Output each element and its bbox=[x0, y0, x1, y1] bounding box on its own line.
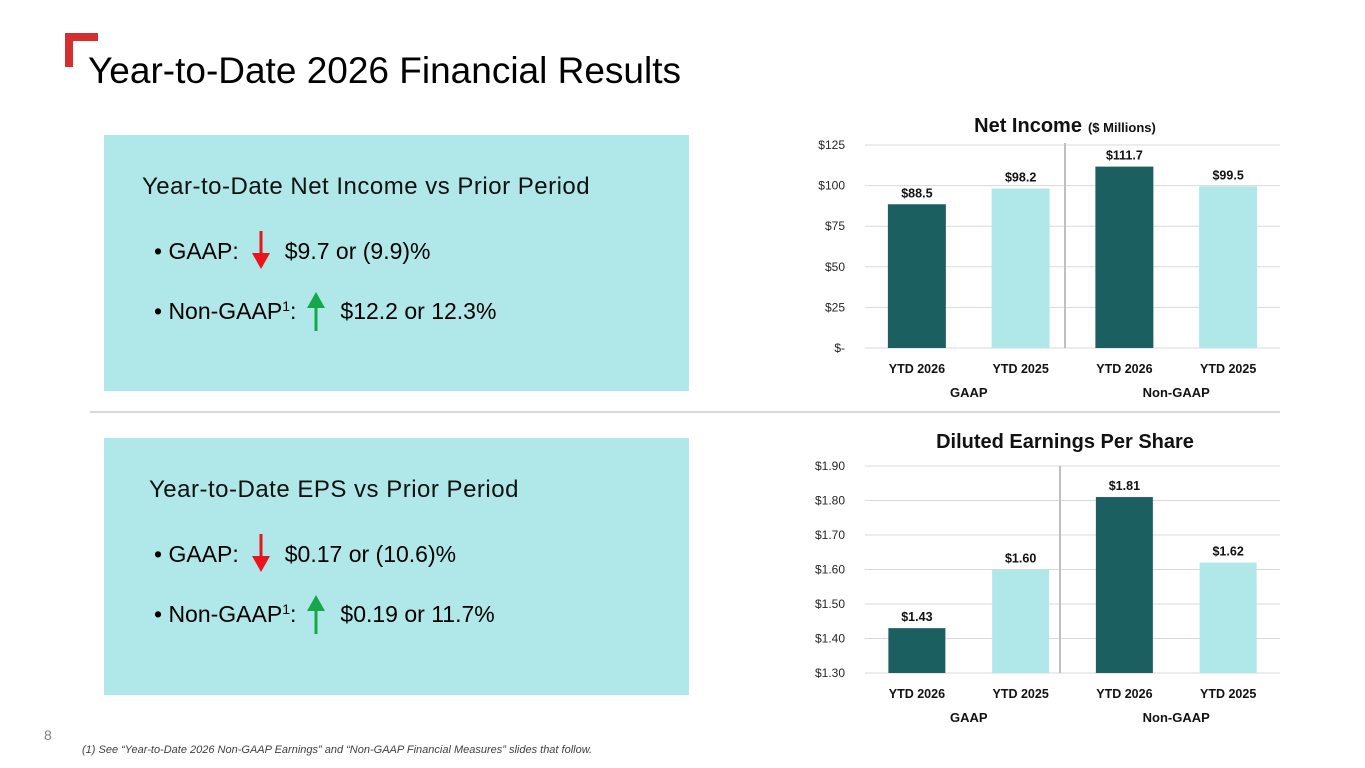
up-arrow-icon bbox=[307, 292, 326, 331]
eps-chart: Diluted Earnings Per Share $1.30 $1.40 $1.5… bbox=[815, 431, 1280, 725]
net-income-chart: Net Income ($ Millions) $- $25 $50 $75 $100 $12… bbox=[818, 115, 1280, 400]
data-label: $88.5 bbox=[901, 186, 932, 200]
data-label: $98.2 bbox=[1005, 171, 1036, 185]
nongaap-change-value: $0.19 or 11.7% bbox=[340, 600, 495, 627]
gaap-change-value: $9.7 or (9.9)% bbox=[284, 237, 431, 264]
gaap-label: • GAAP: bbox=[154, 540, 239, 567]
bar bbox=[887, 204, 946, 348]
x-tick-label: YTD 2026 bbox=[1096, 687, 1152, 701]
x-tick-label: YTD 2025 bbox=[1200, 362, 1256, 376]
bar bbox=[992, 569, 1050, 673]
x-tick-label: YTD 2025 bbox=[992, 362, 1048, 376]
data-label: $1.43 bbox=[901, 610, 932, 624]
y-tick-label: $75 bbox=[825, 219, 845, 233]
data-label: $99.5 bbox=[1212, 168, 1243, 182]
eps-gaap-bullet: • GAAP: $0.17 or (10.6)% bbox=[154, 534, 456, 574]
y-tick-label: $1.50 bbox=[815, 597, 845, 611]
data-label: $1.60 bbox=[1005, 552, 1036, 566]
y-tick-label: $100 bbox=[818, 179, 845, 193]
data-label: $1.81 bbox=[1109, 479, 1140, 493]
group-label: GAAP bbox=[950, 710, 988, 725]
up-arrow-icon bbox=[307, 595, 326, 634]
data-label: $111.7 bbox=[1106, 149, 1143, 163]
y-tick-label: $1.80 bbox=[815, 494, 845, 508]
data-label: $1.62 bbox=[1212, 545, 1243, 559]
nongaap-change-value: $12.2 or 12.3% bbox=[340, 297, 497, 324]
net-income-gaap-bullet: • GAAP: $9.7 or (9.9)% bbox=[154, 231, 431, 271]
group-label: Non-GAAP bbox=[1143, 385, 1210, 400]
y-tick-label: $25 bbox=[825, 300, 845, 314]
y-tick-label: $50 bbox=[825, 260, 845, 274]
net-income-summary-panel: Year-to-Date Net Income vs Prior Period … bbox=[104, 135, 689, 391]
group-label: GAAP bbox=[950, 385, 988, 400]
bar bbox=[1095, 497, 1153, 673]
down-arrow-icon bbox=[251, 231, 270, 269]
eps-summary-panel: Year-to-Date EPS vs Prior Period • GAAP:… bbox=[104, 438, 689, 695]
x-tick-label: YTD 2026 bbox=[889, 362, 945, 376]
x-tick-label: YTD 2026 bbox=[1096, 362, 1152, 376]
x-tick-label: YTD 2025 bbox=[992, 687, 1048, 701]
bar bbox=[1199, 186, 1258, 348]
y-tick-label: $1.90 bbox=[815, 459, 845, 473]
footnote-marker: 1 bbox=[282, 297, 291, 314]
x-tick-label: YTD 2026 bbox=[889, 687, 945, 701]
page-number: 8 bbox=[44, 727, 52, 743]
bar bbox=[1095, 166, 1154, 348]
y-tick-label: $1.30 bbox=[815, 666, 845, 680]
page-title: Year-to-Date 2026 Financial Results bbox=[88, 50, 682, 91]
nongaap-label: • Non-GAAP1: bbox=[154, 600, 297, 627]
footnote: (1) See “Year-to-Date 2026 Non-GAAP Earn… bbox=[82, 744, 593, 756]
bar bbox=[888, 628, 946, 673]
bar bbox=[991, 188, 1050, 348]
chart-title: Net Income ($ Millions) bbox=[974, 115, 1156, 137]
down-arrow-icon bbox=[251, 534, 270, 572]
bar bbox=[1199, 562, 1257, 673]
footnote-marker: 1 bbox=[282, 600, 291, 617]
group-label: Non-GAAP bbox=[1143, 710, 1210, 725]
y-tick-label: $1.70 bbox=[815, 528, 845, 542]
eps-nongaap-bullet: • Non-GAAP1: $0.19 or 11.7% bbox=[154, 594, 495, 634]
gaap-change-value: $0.17 or (10.6)% bbox=[284, 540, 457, 567]
y-tick-label: $1.40 bbox=[815, 632, 845, 646]
x-tick-label: YTD 2025 bbox=[1200, 687, 1256, 701]
corner-accent-icon bbox=[65, 33, 98, 67]
y-tick-label: $125 bbox=[818, 138, 845, 152]
section-divider bbox=[90, 411, 1280, 413]
eps-heading: Year-to-Date EPS vs Prior Period bbox=[149, 476, 519, 503]
y-tick-label: $- bbox=[834, 341, 845, 355]
net-income-nongaap-bullet: • Non-GAAP1: $12.2 or 12.3% bbox=[154, 291, 496, 331]
chart-title: Diluted Earnings Per Share bbox=[936, 431, 1194, 453]
y-tick-label: $1.60 bbox=[815, 563, 845, 577]
gaap-label: • GAAP: bbox=[154, 237, 239, 264]
nongaap-label: • Non-GAAP1: bbox=[154, 297, 297, 324]
net-income-heading: Year-to-Date Net Income vs Prior Period bbox=[142, 173, 591, 200]
